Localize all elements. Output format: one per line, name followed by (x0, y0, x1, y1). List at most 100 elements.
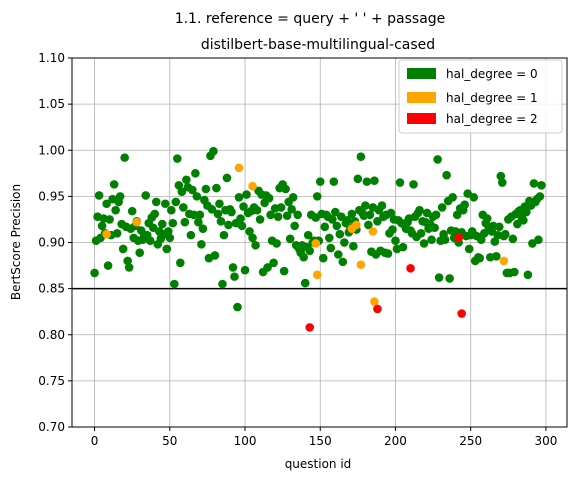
data-point (162, 244, 172, 254)
data-point (356, 152, 366, 162)
data-point (529, 179, 539, 188)
x-tick-label: 150 (309, 434, 332, 448)
data-point (361, 201, 370, 210)
data-point (240, 265, 250, 275)
data-point (534, 235, 543, 245)
data-point (388, 225, 397, 234)
data-point (115, 192, 125, 201)
data-point (452, 210, 462, 220)
data-point (218, 279, 227, 289)
data-point (343, 216, 352, 225)
data-point (320, 222, 330, 232)
data-point (431, 210, 441, 220)
data-point (523, 270, 533, 280)
data-point (391, 236, 400, 245)
data-point (300, 278, 310, 288)
data-point (273, 212, 283, 221)
data-point (197, 240, 206, 249)
data-point (469, 192, 479, 202)
data-point (299, 252, 309, 262)
data-point (377, 201, 387, 210)
data-point (522, 207, 531, 217)
data-point (395, 178, 405, 187)
data-point (215, 199, 224, 209)
legend-swatch-hal2 (407, 113, 436, 124)
data-point (383, 249, 393, 258)
data-point (290, 221, 299, 231)
data-point (230, 272, 239, 281)
data-point (305, 246, 315, 256)
series-hal-degree-2 (305, 233, 466, 332)
data-point (102, 229, 111, 239)
legend-label-hal2: hal_degree = 2 (446, 112, 538, 126)
data-point (326, 243, 336, 253)
data-point (510, 267, 519, 277)
data-point (163, 227, 173, 236)
data-point (245, 227, 254, 236)
data-point (192, 192, 202, 201)
data-point (454, 233, 463, 243)
chart-subtitle: distilbert-base-multilingual-cased (201, 37, 435, 53)
data-point (239, 202, 248, 211)
legend-label-hal0: hal_degree = 0 (446, 67, 538, 81)
legend-label-hal1: hal_degree = 1 (446, 91, 538, 105)
data-point (329, 177, 339, 186)
series-hal-degree-0 (90, 146, 546, 312)
data-point (180, 217, 190, 227)
legend-box (398, 59, 563, 134)
data-point (498, 178, 507, 187)
data-point (419, 239, 429, 248)
data-point (216, 216, 226, 226)
data-point (416, 228, 426, 238)
data-point (312, 270, 322, 280)
data-point (537, 181, 546, 190)
data-point (327, 215, 337, 224)
y-tick-label: 1.10 (38, 51, 65, 65)
data-point (362, 177, 372, 186)
chart-title: 1.1. reference = query + ' ' + passage (175, 11, 446, 27)
data-point (415, 205, 424, 215)
x-tick-label: 300 (534, 434, 557, 448)
data-point (499, 256, 509, 266)
data-point (427, 235, 436, 245)
data-point (227, 207, 236, 217)
data-point (165, 233, 175, 243)
data-point (368, 227, 378, 236)
data-point (364, 220, 373, 230)
data-points (90, 146, 546, 332)
series-hal-degree-1 (102, 163, 509, 306)
data-point (475, 253, 485, 263)
y-tick-label: 0.80 (38, 328, 65, 342)
data-point (519, 216, 528, 225)
data-point (370, 297, 379, 306)
y-tick-label: 0.95 (38, 189, 65, 203)
data-point (490, 237, 500, 246)
data-point (151, 197, 161, 207)
data-point (398, 242, 408, 252)
data-point (496, 171, 506, 181)
x-tick-label: 50 (162, 434, 177, 448)
data-point (173, 154, 182, 163)
data-point (330, 207, 340, 217)
data-point (433, 155, 442, 164)
data-point (349, 241, 358, 251)
data-point (491, 252, 501, 261)
data-point (228, 263, 238, 272)
data-point (213, 209, 223, 219)
data-point (373, 304, 382, 314)
data-point (332, 221, 342, 231)
legend-swatch-hal0 (407, 68, 436, 79)
data-point (460, 200, 469, 209)
data-point (124, 263, 134, 272)
data-point (94, 191, 104, 200)
data-point (338, 257, 348, 267)
data-point (437, 203, 447, 212)
data-point (535, 192, 545, 201)
data-point (430, 223, 439, 233)
data-point (305, 323, 315, 332)
data-point (145, 236, 155, 245)
data-point (219, 230, 229, 240)
data-point (353, 174, 363, 184)
data-point (174, 181, 184, 190)
data-point (97, 221, 107, 231)
